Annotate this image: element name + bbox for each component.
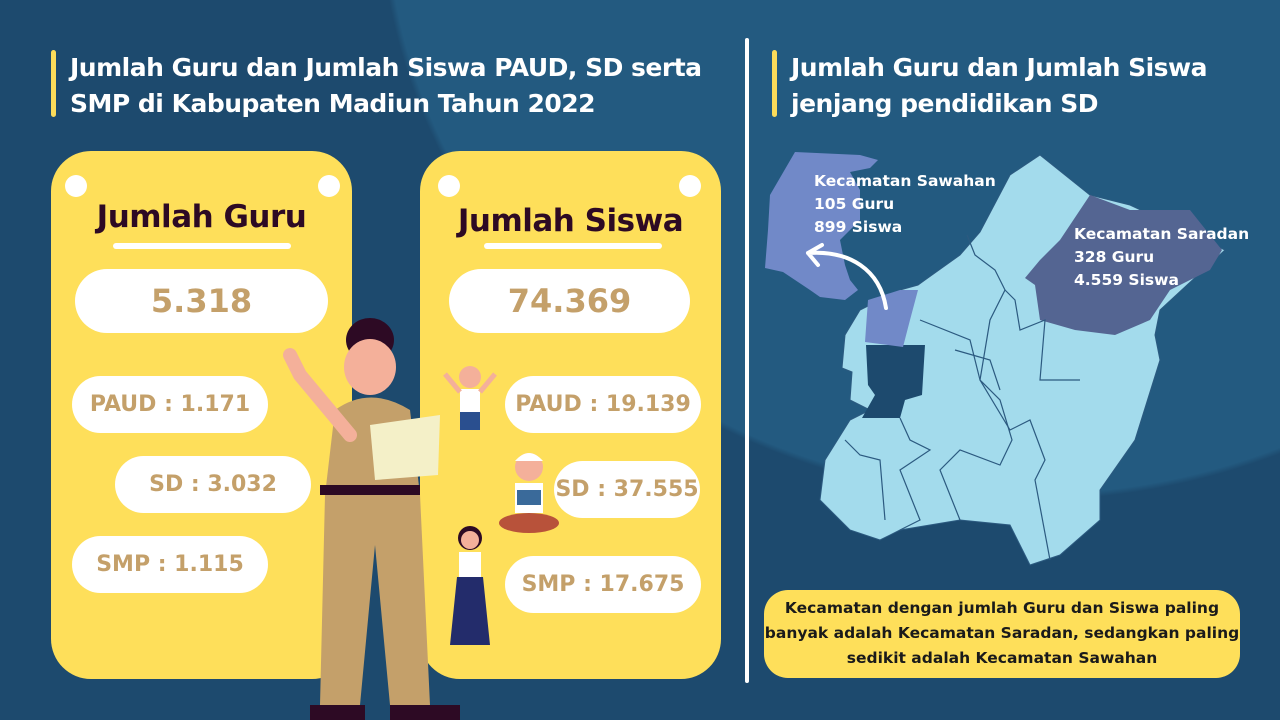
map-region-saradan [1025,195,1222,335]
sawahan-name: Kecamatan Sawahan [814,172,996,190]
guru-smp: SMP : 1.115 [72,536,268,593]
saradan-name: Kecamatan Saradan [1074,225,1250,243]
district-borders [844,234,1080,561]
card-hole [679,175,701,197]
right-title: Jumlah Guru dan Jumlah Siswa jenjang pen… [791,53,1208,118]
card-hole [438,175,460,197]
title-accent [51,50,56,117]
sawahan-guru: 105 Guru [814,195,895,213]
guru-sd: SD : 3.032 [115,456,311,513]
card-hole [318,175,340,197]
arrow-icon [806,243,888,310]
student-sd-illustration [499,453,559,533]
saradan-siswa: 4.559 Siswa [1074,271,1179,289]
guru-paud: PAUD : 1.171 [72,376,268,433]
card-hole [65,175,87,197]
sawahan-siswa: 899 Siswa [814,218,903,236]
map-hole [862,345,925,418]
guru-card: Jumlah Guru 5.318 PAUD : 1.171 SD : 3.03… [51,151,352,679]
sawahan-label: Kecamatan Sawahan 105 Guru 899 Siswa [814,170,996,239]
summary-note: Kecamatan dengan jumlah Guru dan Siswa p… [764,590,1240,678]
siswa-paud: PAUD : 19.139 [505,376,701,433]
heading-underline [113,243,291,249]
student-paud-illustration [443,366,497,430]
map-region-sawahan [765,152,878,300]
siswa-total: 74.369 [449,269,690,333]
siswa-heading: Jumlah Siswa [457,203,684,239]
divider [745,38,749,683]
madiun-map [765,152,1226,566]
saradan-label: Kecamatan Saradan 328 Guru 4.559 Siswa [1074,223,1249,292]
left-title: Jumlah Guru dan Jumlah Siswa PAUD, SD se… [70,53,702,118]
siswa-sd: SD : 37.555 [554,461,700,518]
saradan-guru: 328 Guru [1074,248,1155,266]
teacher-illustration [283,318,460,720]
student-smp-illustration [450,526,490,645]
title-accent [772,50,777,117]
map-region-sawahan [865,290,918,347]
siswa-smp: SMP : 17.675 [505,556,701,613]
heading-underline [484,243,662,249]
guru-total: 5.318 [75,269,328,333]
guru-heading: Jumlah Guru [96,199,307,235]
